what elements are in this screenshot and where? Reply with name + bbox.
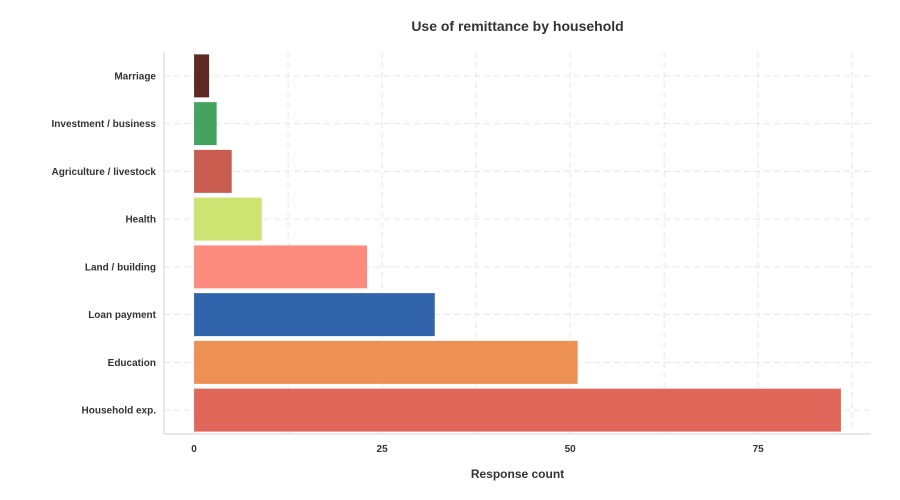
- y-tick-label: Education: [108, 358, 156, 369]
- x-tick-label: 0: [191, 444, 197, 455]
- y-tick-label: Investment / business: [52, 119, 157, 130]
- y-tick-label: Land / building: [85, 262, 156, 273]
- x-tick-label: 50: [565, 444, 577, 455]
- y-tick-label: Health: [125, 215, 156, 226]
- bar-marriage: [194, 54, 210, 98]
- y-tick-label: Household exp.: [82, 406, 157, 417]
- y-tick-label: Marriage: [114, 71, 156, 82]
- bar-loan-payment: [194, 293, 435, 337]
- bar-land-building: [194, 245, 368, 289]
- y-tick-label: Loan payment: [88, 310, 156, 321]
- bar-household-exp: [194, 388, 841, 432]
- bar-layer: [194, 54, 841, 432]
- grid-layer: [164, 52, 871, 434]
- bar-agriculture-livestock: [194, 149, 232, 193]
- x-tick-label: 75: [753, 444, 765, 455]
- axis-layer: [163, 52, 871, 435]
- x-axis-title: Response count: [470, 467, 565, 481]
- bar-health: [194, 197, 262, 241]
- x-tick-label: 25: [377, 444, 389, 455]
- bar-investment-business: [194, 102, 217, 146]
- chart-title: Use of remittance by household: [411, 18, 624, 34]
- y-tick-label: Agriculture / livestock: [52, 167, 157, 178]
- bar-education: [194, 340, 578, 384]
- label-layer: Household exp. Education Loan payment Land …: [52, 71, 765, 455]
